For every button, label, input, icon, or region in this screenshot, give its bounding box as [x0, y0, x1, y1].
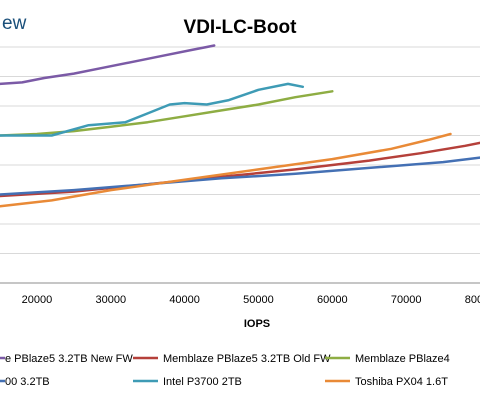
legend-item: Memblaze PBlaze5 3.2TB Old FW — [133, 353, 331, 365]
series-line-4 — [0, 156, 480, 196]
legend-item: Intel P3700 2TB — [133, 376, 242, 388]
legend: e PBlaze5 3.2TB New FW Memblaze PBlaze5 3… — [0, 353, 450, 388]
legend-item: Toshiba PX04 1.6T — [325, 376, 448, 388]
x-tick-label: 80000 — [465, 294, 480, 306]
series-line-2 — [0, 141, 480, 198]
legend-item: Memblaze PBlaze4 — [325, 353, 450, 365]
series-line-6 — [0, 132, 452, 208]
header-fragment: ew — [2, 13, 27, 34]
gridlines — [0, 46, 480, 254]
legend-label: Memblaze PBlaze4 — [355, 353, 450, 365]
legend-label: Memblaze PBlaze5 3.2TB Old FW — [163, 353, 331, 365]
series-line-1 — [0, 44, 216, 86]
x-tick-labels: 20000 30000 40000 50000 60000 70000 80000 — [22, 294, 480, 306]
series-line-3 — [0, 90, 334, 137]
x-tick-label: 30000 — [95, 294, 126, 306]
legend-label: Toshiba PX04 1.6T — [355, 376, 448, 388]
series-line-5 — [0, 82, 305, 137]
legend-item: 00 3.2TB — [0, 376, 50, 388]
x-tick-label: 70000 — [391, 294, 422, 306]
legend-label: e PBlaze5 3.2TB New FW — [5, 353, 133, 365]
x-tick-label: 20000 — [22, 294, 53, 306]
legend-label: 00 3.2TB — [5, 376, 50, 388]
x-tick-label: 50000 — [243, 294, 274, 306]
x-axis-label: IOPS — [244, 318, 270, 330]
legend-label: Intel P3700 2TB — [163, 376, 242, 388]
chart-title: VDI-LC-Boot — [184, 17, 298, 38]
x-tick-label: 40000 — [169, 294, 200, 306]
x-tick-label: 60000 — [317, 294, 348, 306]
plot-area — [0, 44, 480, 208]
legend-item: e PBlaze5 3.2TB New FW — [0, 353, 133, 365]
